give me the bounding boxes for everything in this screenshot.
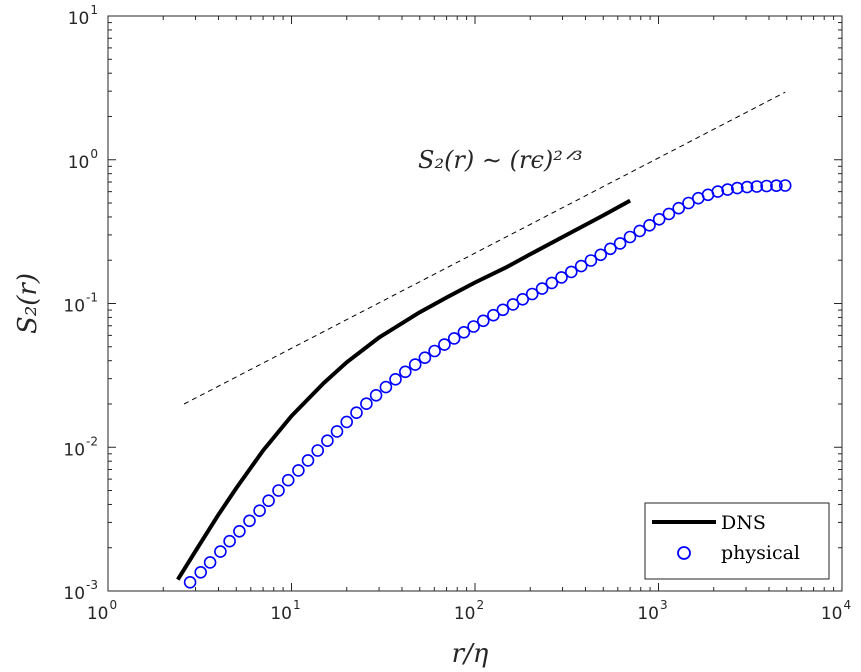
data-point xyxy=(350,406,363,420)
data-point xyxy=(778,179,792,192)
data-point xyxy=(330,425,344,438)
legend-label-dns: DNS xyxy=(721,512,766,534)
data-point xyxy=(418,351,432,365)
y-tick-label: 101 xyxy=(68,3,98,29)
data-point xyxy=(447,332,461,345)
data-point xyxy=(428,344,441,358)
data-point xyxy=(682,196,695,210)
data-point xyxy=(525,287,539,301)
data-point xyxy=(672,201,686,215)
data-point xyxy=(662,207,676,221)
y-tick-label: 10-1 xyxy=(63,291,98,317)
data-point xyxy=(770,179,783,192)
data-point xyxy=(594,248,608,262)
data-point xyxy=(379,380,393,394)
data-point xyxy=(555,271,568,284)
data-point xyxy=(233,524,246,538)
legend-label-physical: physical xyxy=(721,542,800,564)
data-point xyxy=(633,224,647,238)
series-line-dns xyxy=(176,198,632,581)
data-point xyxy=(652,213,666,226)
data-point xyxy=(398,365,412,379)
y-tick-label: 100 xyxy=(68,147,98,173)
data-point xyxy=(584,254,598,267)
data-point xyxy=(438,338,451,351)
data-point xyxy=(360,397,373,411)
data-point xyxy=(203,556,217,569)
data-point xyxy=(214,545,227,558)
data-point xyxy=(516,292,530,306)
y-tick-label: 10-3 xyxy=(63,578,98,604)
data-point xyxy=(721,183,734,196)
legend: DNS physical xyxy=(644,502,830,580)
data-point xyxy=(730,181,744,195)
y-tick-label: 10-2 xyxy=(63,434,98,460)
data-point xyxy=(467,320,480,333)
data-point xyxy=(389,372,402,386)
data-point xyxy=(321,434,334,448)
data-point xyxy=(253,504,266,518)
legend-swatch-physical xyxy=(677,546,691,560)
data-point xyxy=(281,473,295,487)
data-point xyxy=(545,276,559,290)
data-point xyxy=(262,494,275,508)
data-point xyxy=(604,242,617,256)
data-point xyxy=(613,237,627,250)
x-axis-label: r/η xyxy=(452,639,489,669)
data-point xyxy=(496,303,510,317)
data-point xyxy=(183,575,197,589)
x-tick-label: 104 xyxy=(821,598,851,624)
data-point xyxy=(457,325,471,339)
data-point xyxy=(740,180,754,194)
data-point xyxy=(506,298,520,311)
data-point xyxy=(643,219,656,232)
x-tick-label: 102 xyxy=(454,598,484,624)
data-point xyxy=(272,484,285,497)
data-point xyxy=(760,179,773,193)
y-axis-label: S₂(r) xyxy=(13,273,43,334)
data-point xyxy=(564,265,578,279)
data-point xyxy=(301,454,315,467)
plot-frame xyxy=(107,15,843,592)
data-point xyxy=(292,464,305,477)
data-point xyxy=(574,259,588,273)
data-point xyxy=(476,314,490,328)
data-point xyxy=(223,534,236,548)
data-point xyxy=(487,308,500,322)
x-tick-label: 103 xyxy=(637,598,667,624)
data-point xyxy=(311,444,325,457)
annotation: S₂(r) ∼ (rϵ)²ᐟ³ xyxy=(418,146,583,174)
data-point xyxy=(340,415,354,429)
data-point xyxy=(369,388,383,402)
data-point xyxy=(623,230,637,244)
reference-slope-line xyxy=(183,91,786,405)
data-point xyxy=(408,358,422,371)
series-layer xyxy=(176,91,792,589)
legend-box xyxy=(644,502,830,580)
data-point xyxy=(243,514,256,528)
x-tick-label: 101 xyxy=(270,598,300,624)
x-tick-label: 100 xyxy=(87,598,117,624)
data-point xyxy=(535,282,549,295)
data-point xyxy=(194,565,207,579)
data-point xyxy=(750,180,764,193)
